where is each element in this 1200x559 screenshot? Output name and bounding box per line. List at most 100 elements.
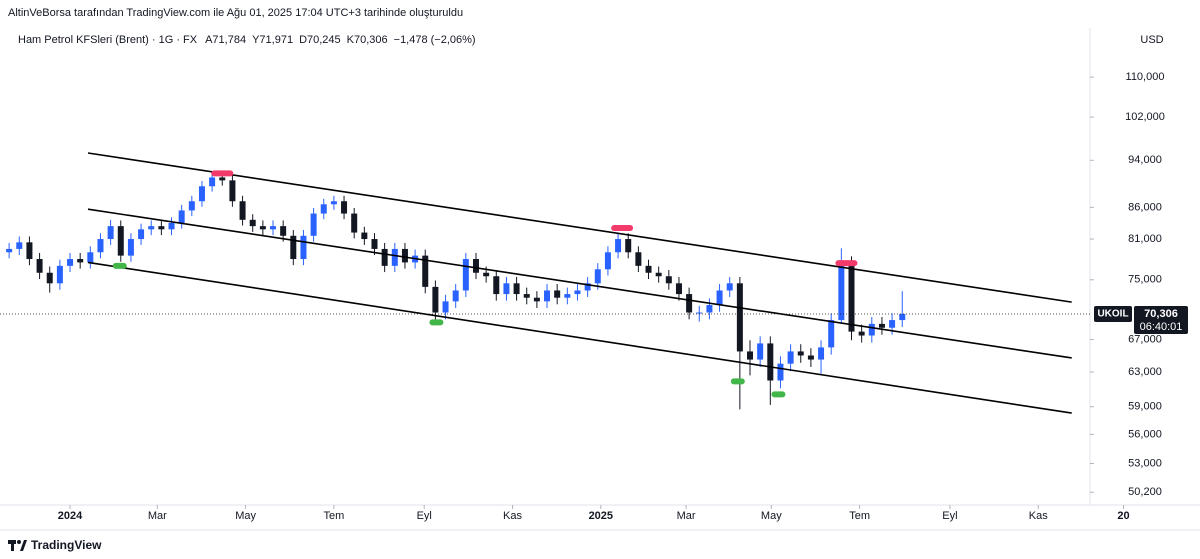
candle-body [757, 343, 764, 360]
x-tick-label: May [761, 510, 782, 522]
y-tick-label: 50,200 [1128, 486, 1162, 498]
x-tick-label: Eyl [417, 510, 432, 522]
x-tick-label: Kas [503, 510, 522, 522]
candle-body [239, 201, 246, 220]
candle-body [188, 201, 195, 211]
legend-value: D70,245 [299, 34, 341, 46]
candle-body [797, 351, 804, 356]
y-tick-label: 102,000 [1125, 111, 1165, 123]
candle-body [219, 177, 226, 181]
candle-body [391, 248, 398, 266]
tv-logo [8, 540, 27, 551]
candle-body [300, 235, 307, 260]
candle-body [736, 283, 743, 352]
candle-body [26, 242, 33, 260]
y-tick-label: 53,000 [1128, 457, 1162, 469]
y-tick-label: 94,000 [1128, 154, 1162, 166]
marker [835, 260, 858, 267]
candle-body [310, 213, 317, 236]
candle-body [290, 235, 297, 260]
candle-body [899, 313, 906, 321]
candle-body [706, 305, 713, 313]
candle-body [462, 259, 469, 291]
candle-body [422, 255, 429, 287]
y-tick-label: 81,000 [1128, 233, 1162, 245]
footer: TradingView [31, 538, 102, 552]
candle-body [36, 259, 43, 273]
countdown: 06:40:01 [1140, 321, 1183, 333]
plot-area [6, 152, 1072, 414]
candle-body [320, 204, 327, 214]
candle-body [87, 252, 94, 263]
candle-body [493, 276, 500, 295]
candle-body [665, 276, 672, 284]
chart-title: Ham Petrol KFSleri (Brent) · 1G · FX [18, 34, 198, 46]
y-tick-label: 75,000 [1128, 274, 1162, 286]
candle-body [67, 259, 74, 266]
marker [112, 262, 127, 269]
candle-body [107, 226, 114, 240]
candle-body [716, 290, 723, 306]
candle-body [249, 219, 256, 227]
candle-body [280, 226, 287, 236]
candle-body [127, 239, 134, 256]
x-tick-label: May [235, 510, 256, 522]
candle-body [544, 290, 551, 302]
legend-value: Y71,971 [252, 34, 293, 46]
candle-body [564, 294, 571, 298]
candle-body [645, 265, 652, 273]
candle-body [655, 272, 662, 277]
symbol-badge-bg [1094, 305, 1132, 322]
candle-body [818, 347, 825, 360]
x-tick-label: Eyl [942, 510, 957, 522]
candle-body [574, 290, 581, 295]
candle-body [472, 259, 479, 273]
x-tick-label: 2024 [58, 510, 83, 522]
candle-body [777, 363, 784, 381]
legend-value: −1,478 (−2,06%) [394, 34, 476, 46]
candle-body [868, 323, 875, 336]
candle-body [686, 294, 693, 313]
marker [730, 378, 745, 385]
candle-body [503, 283, 510, 295]
candle-body [696, 312, 703, 314]
candle-body [341, 201, 348, 214]
x-tick-label: Mar [148, 510, 167, 522]
marker [211, 170, 234, 177]
marker [611, 225, 634, 232]
candle-body [828, 320, 835, 348]
y-tick-label: 86,000 [1128, 201, 1162, 213]
candle-body [56, 265, 63, 284]
candle-body [148, 226, 155, 230]
legend-value: K70,306 [347, 34, 388, 46]
candle-body [635, 252, 642, 266]
x-tick-label: Mar [677, 510, 696, 522]
candle-body [807, 355, 814, 360]
candle-body [16, 242, 23, 249]
x-tick-label: Kas [1029, 510, 1048, 522]
x-tick-label: 2025 [589, 510, 613, 522]
candle-body [198, 186, 205, 202]
candle-body [158, 226, 165, 230]
candle-body [787, 351, 794, 364]
candle-body [401, 248, 408, 263]
candle-body [767, 343, 774, 381]
candle-body [351, 213, 358, 233]
candle-body [726, 283, 733, 291]
candle-body [138, 229, 145, 240]
candle-body [97, 239, 104, 253]
candle-body [848, 265, 855, 332]
candle-body [747, 351, 754, 360]
candle-body [858, 331, 865, 336]
candle-body [6, 248, 13, 253]
marker [771, 391, 786, 398]
candle-body [229, 180, 236, 202]
candle-body [533, 297, 540, 302]
candle-body [442, 301, 449, 313]
trend-line [87, 208, 1072, 359]
marker [429, 319, 444, 326]
candle-body [675, 283, 682, 295]
candle-body [483, 272, 490, 277]
x-tick-label: Tem [849, 510, 870, 522]
